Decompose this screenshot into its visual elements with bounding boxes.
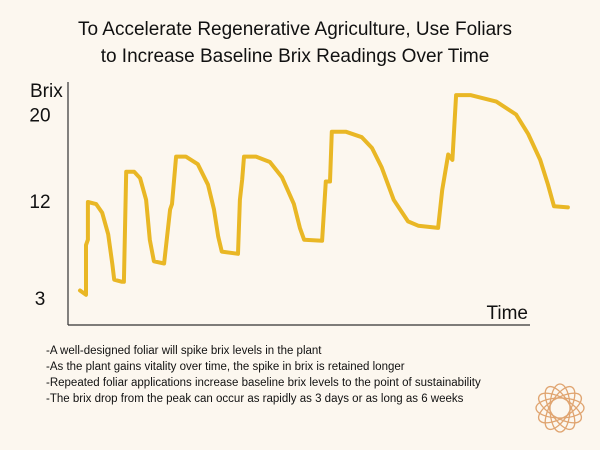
y-axis-label: Brix	[30, 81, 63, 102]
x-axis-label: Time	[486, 303, 528, 324]
chart-title: To Accelerate Regenerative Agriculture, …	[78, 19, 512, 40]
line	[78, 93, 570, 297]
logo	[535, 383, 585, 433]
y-tick-label: 3	[35, 289, 46, 310]
chart-title: to Increase Baseline Brix Readings Over …	[101, 46, 490, 67]
note: -The brix drop from the peak can occur a…	[46, 393, 464, 405]
y-tick-label: 20	[29, 106, 50, 127]
note: -As the plant gains vitality over time, …	[46, 361, 405, 373]
note: -A well-designed foliar will spike brix …	[46, 345, 322, 357]
note: -Repeated foliar applications increase b…	[46, 377, 481, 389]
y-tick-label: 12	[29, 192, 50, 213]
